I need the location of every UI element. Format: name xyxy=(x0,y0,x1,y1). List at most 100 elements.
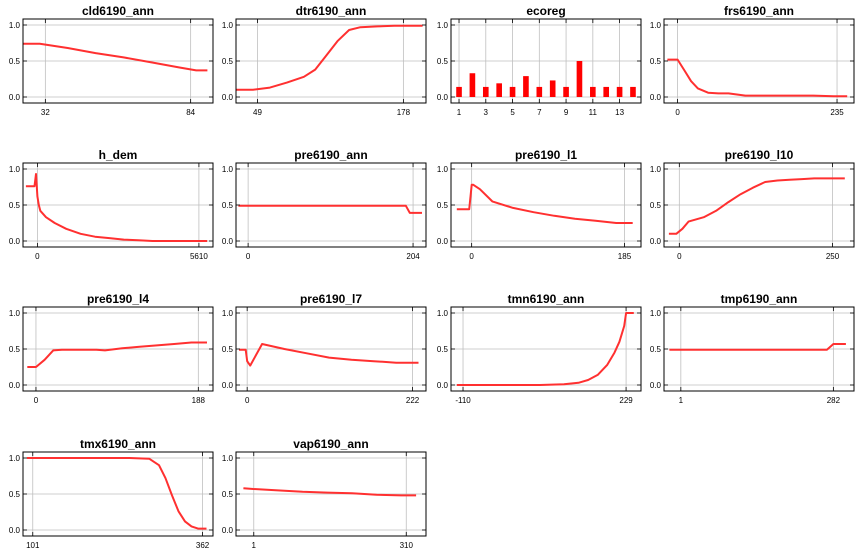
panel-title: ecoreg xyxy=(526,4,565,18)
x-tick-label: 11 xyxy=(589,108,598,117)
x-tick-label: 310 xyxy=(400,541,414,550)
y-tick-label: 1.0 xyxy=(222,309,234,318)
y-tick-label: 0.0 xyxy=(9,237,21,246)
x-tick-label: 0 xyxy=(675,108,680,117)
x-tick-label: 0 xyxy=(469,252,474,261)
y-tick-label: 0.5 xyxy=(9,490,21,499)
series-line xyxy=(23,42,208,72)
y-tick-label: 1.0 xyxy=(437,165,449,174)
panel-title: h_dem xyxy=(99,148,138,162)
y-tick-label: 0.0 xyxy=(222,93,234,102)
panel-title: tmn6190_ann xyxy=(508,292,585,306)
panel-title: dtr6190_ann xyxy=(296,4,367,18)
bar-14 xyxy=(630,86,636,97)
x-tick-label: 282 xyxy=(827,396,841,405)
x-tick-label: 7 xyxy=(537,108,542,117)
x-tick-label: 0 xyxy=(245,396,250,405)
x-tick-label: 178 xyxy=(397,108,411,117)
series-line xyxy=(668,177,845,235)
x-tick-label: 0 xyxy=(34,396,39,405)
x-tick-label: 362 xyxy=(196,541,210,550)
panel-title: pre6190_l1 xyxy=(515,148,577,162)
panel-title: pre6190_l4 xyxy=(87,292,149,306)
panel-vap6190_ann: vap6190_ann 0.0 0.5 1.0 1 310 xyxy=(222,437,427,550)
y-tick-label: 1.0 xyxy=(650,21,662,30)
panel-title: pre6190_l7 xyxy=(300,292,362,306)
x-tick-label: 32 xyxy=(41,108,50,117)
series-line xyxy=(456,312,634,386)
panel-cld6190_ann: cld6190_ann 0.0 0.5 1.0 32 84 xyxy=(9,4,214,117)
panel-pre6190_l1: pre6190_l1 0.0 0.5 1.0 0 185 xyxy=(437,148,642,261)
x-tick-label: 3 xyxy=(484,108,489,117)
series-line xyxy=(26,457,207,530)
y-tick-label: 1.0 xyxy=(9,309,21,318)
bar-11 xyxy=(590,86,596,97)
panel-frs6190_ann: frs6190_ann 0.0 0.5 1.0 0 235 xyxy=(650,4,855,117)
series-line xyxy=(243,487,417,497)
y-tick-label: 0.5 xyxy=(222,201,234,210)
x-tick-label: 222 xyxy=(406,396,420,405)
series-line xyxy=(25,173,208,242)
bar-2 xyxy=(469,73,476,97)
y-tick-label: 0.5 xyxy=(222,57,234,66)
y-tick-label: 0.0 xyxy=(222,237,234,246)
panel-title: vap6190_ann xyxy=(293,437,368,451)
x-tick-label: 0 xyxy=(35,252,40,261)
y-tick-label: 0.0 xyxy=(650,381,662,390)
y-tick-label: 1.0 xyxy=(222,165,234,174)
bar-8 xyxy=(549,80,556,97)
y-tick-label: 0.0 xyxy=(437,93,449,102)
x-tick-label: 5610 xyxy=(190,252,208,261)
bar-3 xyxy=(482,86,489,97)
y-tick-label: 0.0 xyxy=(437,381,449,390)
x-tick-label: 185 xyxy=(618,252,632,261)
panel-title: tmx6190_ann xyxy=(80,437,156,451)
panel-title: cld6190_ann xyxy=(82,4,154,18)
y-tick-label: 0.5 xyxy=(650,57,662,66)
series-line xyxy=(238,204,422,214)
y-tick-label: 0.0 xyxy=(437,237,449,246)
panel-pre6190_l7: pre6190_l7 0.0 0.5 1.0 0 222 xyxy=(222,292,427,405)
x-tick-label: 1 xyxy=(252,541,257,550)
x-tick-label: 13 xyxy=(615,108,624,117)
x-tick-label: 5 xyxy=(510,108,515,117)
series-line xyxy=(667,58,848,98)
y-tick-label: 0.5 xyxy=(222,345,234,354)
y-tick-label: 0.5 xyxy=(650,345,662,354)
bar-12 xyxy=(603,86,610,97)
x-tick-label: 229 xyxy=(619,396,633,405)
x-tick-label: 101 xyxy=(26,541,40,550)
bar-7 xyxy=(536,86,543,97)
y-tick-label: 1.0 xyxy=(9,454,21,463)
x-tick-label: -110 xyxy=(455,396,471,405)
panel-title: tmp6190_ann xyxy=(721,292,798,306)
x-tick-label: 250 xyxy=(826,252,840,261)
y-tick-label: 0.5 xyxy=(437,345,449,354)
y-tick-label: 0.5 xyxy=(650,201,662,210)
bar-5 xyxy=(509,86,516,97)
panel-title: frs6190_ann xyxy=(724,4,794,18)
bar-13 xyxy=(616,86,623,97)
x-tick-label: 204 xyxy=(406,252,420,261)
x-tick-label: 49 xyxy=(253,108,262,117)
series-line xyxy=(456,183,633,224)
panel-pre6190_l4: pre6190_l4 0.0 0.5 1.0 0 188 xyxy=(9,292,214,405)
y-tick-label: 1.0 xyxy=(437,309,449,318)
y-tick-label: 1.0 xyxy=(222,21,234,30)
x-tick-label: 1 xyxy=(679,396,684,405)
x-tick-label: 235 xyxy=(830,108,844,117)
panel-dtr6190_ann: dtr6190_ann 0.0 0.5 1.0 49 178 xyxy=(222,4,427,117)
panel-title: pre6190_ann xyxy=(294,148,367,162)
y-tick-label: 0.5 xyxy=(9,57,21,66)
panel-pre6190_l10: pre6190_l10 0.0 0.5 1.0 0 250 xyxy=(650,148,855,261)
y-tick-label: 0.5 xyxy=(9,345,21,354)
x-tick-label: 9 xyxy=(564,108,569,117)
y-tick-label: 0.0 xyxy=(650,93,662,102)
panel-tmn6190_ann: tmn6190_ann 0.0 0.5 1.0 -110 229 xyxy=(437,292,642,405)
y-tick-label: 0.5 xyxy=(9,201,21,210)
y-tick-label: 0.0 xyxy=(222,381,234,390)
y-tick-label: 1.0 xyxy=(222,454,234,463)
bar-1 xyxy=(456,86,462,97)
